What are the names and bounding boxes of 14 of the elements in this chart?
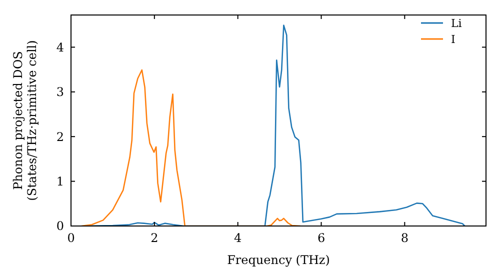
y-tick-label: 4	[56, 40, 64, 54]
x-tick-label: 4	[234, 231, 242, 245]
y-tick-label: 1	[56, 174, 64, 188]
y-axis-title: Phonon projected DOS (States/THz·primitive cell)	[11, 40, 39, 201]
legend-label: Li	[451, 16, 462, 30]
x-tick-label: 0	[67, 231, 75, 245]
x-tick-label: 6	[317, 231, 326, 245]
x-tick-label: 2	[150, 231, 158, 245]
y-tick-label: 2	[56, 130, 64, 144]
y-tick-label: 3	[56, 85, 64, 100]
legend-label: I	[451, 32, 456, 46]
x-axis-title: Frequency (THz)	[227, 253, 330, 267]
x-tick-label: 8	[400, 231, 408, 245]
y-tick-label: 0	[56, 219, 64, 234]
